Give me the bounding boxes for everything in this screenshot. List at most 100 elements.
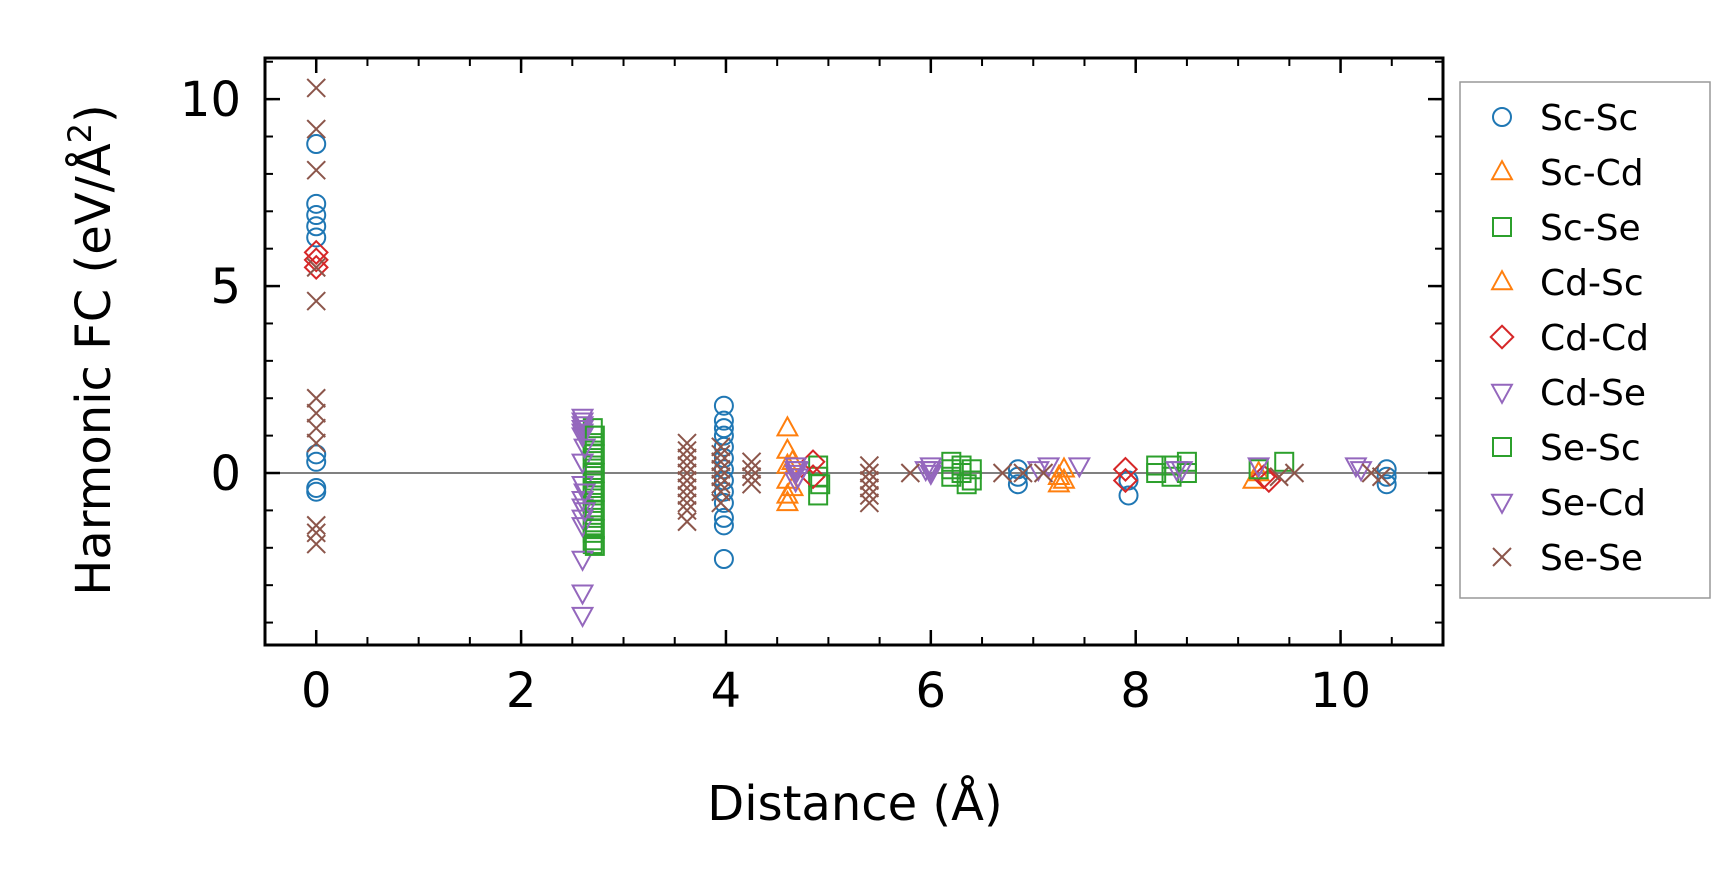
data-point	[711, 493, 731, 513]
series-se-se	[306, 78, 1392, 554]
data-point	[306, 403, 326, 423]
data-point	[303, 247, 329, 273]
data-point	[775, 490, 800, 512]
data-point	[711, 474, 731, 494]
data-point	[1161, 455, 1182, 476]
x-tick-label: 10	[1310, 663, 1371, 719]
data-point	[1026, 461, 1050, 483]
data-point	[306, 515, 326, 536]
legend-marker	[1492, 107, 1512, 127]
legend-marker	[1492, 547, 1512, 567]
data-point	[306, 477, 327, 498]
x-tick-label: 2	[506, 663, 537, 719]
legend-marker	[1490, 269, 1514, 291]
data-point	[1269, 467, 1289, 487]
legend-label: Cd-Cd	[1540, 318, 1649, 359]
data-point	[573, 438, 597, 460]
data-point	[1361, 463, 1382, 483]
x-tick-label: 4	[711, 663, 742, 719]
series-se-sc	[584, 425, 1269, 556]
x-tick-label: 8	[1120, 663, 1151, 719]
data-point	[786, 461, 810, 483]
data-point	[306, 160, 326, 180]
data-point	[570, 584, 595, 606]
data-point	[919, 457, 943, 479]
data-point	[306, 388, 326, 408]
data-point	[677, 511, 697, 532]
data-point	[711, 444, 731, 465]
data-point	[810, 474, 831, 495]
legend-label: Cd-Se	[1540, 373, 1646, 414]
data-point	[1118, 485, 1139, 506]
data-point	[306, 133, 327, 154]
data-point	[677, 448, 697, 468]
data-point	[306, 119, 326, 139]
series-cd-cd	[303, 239, 1282, 494]
data-point	[711, 437, 731, 457]
legend-label: Se-Sc	[1540, 428, 1641, 469]
tick-labels: 0 2 4 6 8 10 0 5 10	[180, 72, 1371, 719]
data-point	[306, 433, 326, 453]
data-point	[713, 410, 734, 431]
data-point	[713, 481, 734, 502]
data-point	[573, 483, 597, 505]
data-point	[775, 415, 800, 437]
data-point	[1052, 467, 1076, 489]
data-point	[919, 464, 943, 486]
data-point	[1284, 463, 1305, 483]
data-point	[1007, 474, 1028, 495]
data-point	[741, 452, 762, 472]
legend-label: Sc-Cd	[1540, 153, 1644, 194]
data-point	[859, 478, 880, 498]
data-point	[306, 78, 326, 98]
data-point	[303, 254, 329, 281]
data-point	[786, 468, 810, 490]
data-point	[713, 549, 734, 570]
data-point	[900, 463, 921, 483]
data-point	[1376, 459, 1397, 480]
legend-label: Cd-Sc	[1540, 263, 1644, 304]
axis-ticks	[264, 58, 1444, 645]
data-point	[914, 461, 938, 483]
legend-marker	[1490, 159, 1514, 181]
data-point	[951, 463, 972, 484]
data-point	[808, 485, 829, 506]
data-point	[713, 515, 734, 536]
data-point	[859, 463, 880, 483]
data-point	[570, 412, 595, 434]
data-point	[992, 463, 1013, 483]
y-tick-label: 10	[180, 72, 241, 128]
y-tick-label: 0	[210, 446, 241, 502]
data-point	[570, 550, 595, 572]
data-point	[711, 459, 731, 479]
data-point	[1033, 463, 1054, 483]
data-point	[677, 455, 697, 476]
legend-marker	[1490, 493, 1514, 515]
data-point	[711, 452, 731, 472]
data-point	[303, 239, 329, 266]
legend-label: Sc-Sc	[1540, 98, 1638, 139]
y-axis-label: Harmonic FC (eV/Å2)	[61, 104, 122, 596]
data-point	[713, 436, 734, 457]
x-axis-label: Distance (Å)	[707, 775, 1002, 832]
y-axis-label-sup: 2	[61, 123, 99, 143]
y-axis-label-main: Harmonic FC (eV/Å	[65, 143, 122, 596]
data-point	[570, 606, 595, 628]
data-point	[859, 470, 880, 491]
data-point	[306, 227, 327, 248]
legend: Sc-Sc Sc-Cd Sc-Se Cd-Sc Cd-Cd Cd-Se Se-Sc Se-Cd…	[1459, 81, 1711, 599]
data-point	[306, 481, 327, 502]
data-point	[1047, 471, 1071, 493]
data-point	[1112, 467, 1139, 494]
data-point	[713, 507, 734, 528]
data-point	[306, 257, 326, 278]
data-point	[1371, 467, 1392, 487]
legend-marker	[1492, 437, 1512, 457]
data-point	[1376, 474, 1397, 495]
data-point	[677, 485, 697, 506]
data-point	[741, 467, 762, 487]
x-tick-label: 6	[916, 663, 947, 719]
series-sc-sc	[306, 133, 1397, 570]
data-point	[713, 395, 734, 416]
data-point	[570, 427, 595, 449]
